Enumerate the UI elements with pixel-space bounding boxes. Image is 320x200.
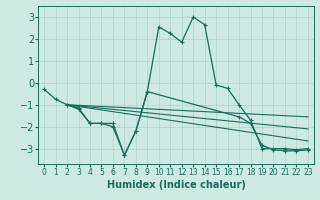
X-axis label: Humidex (Indice chaleur): Humidex (Indice chaleur): [107, 180, 245, 190]
